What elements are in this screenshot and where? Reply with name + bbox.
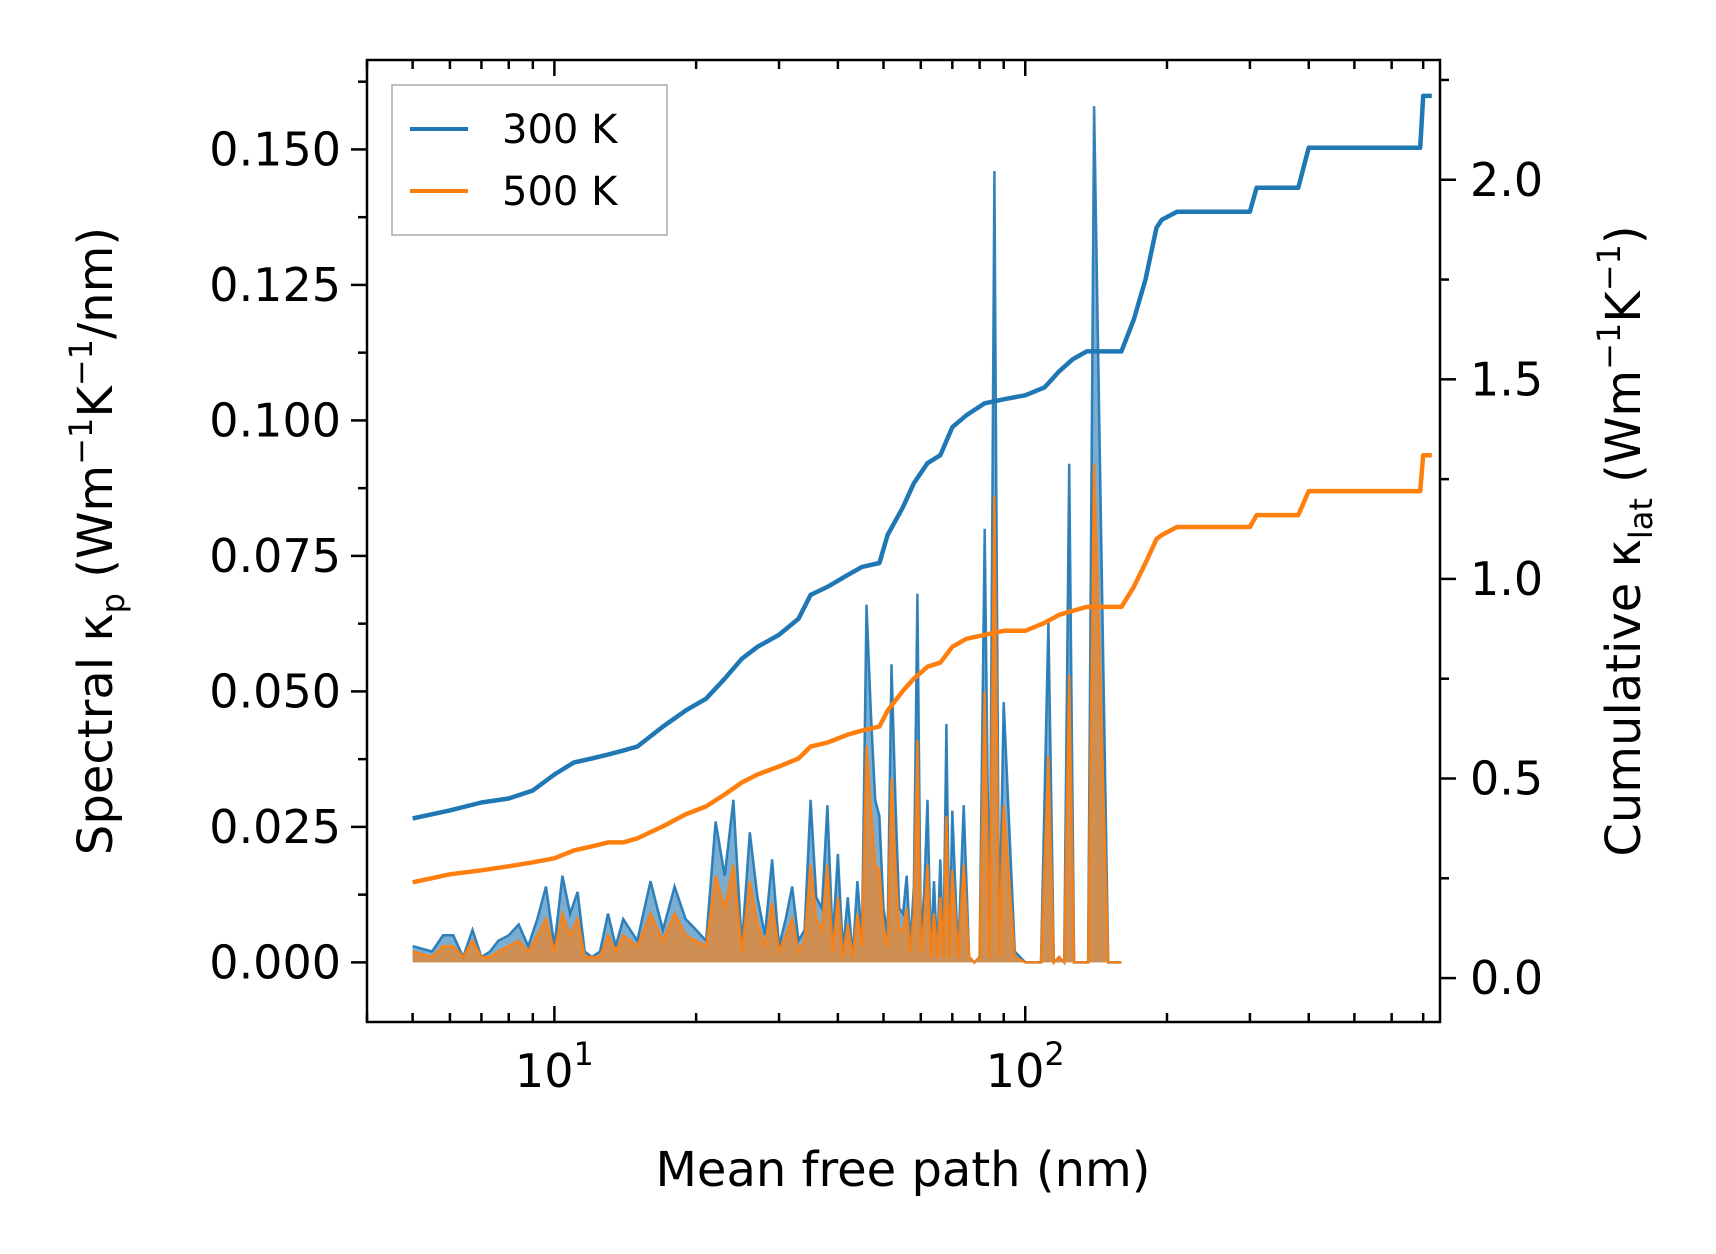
spectral-line-300k (412, 106, 1122, 966)
spectral-line-500k (412, 463, 1122, 966)
spectral-area-500k (412, 463, 1122, 963)
y-right-tick-label-0: 0.0 (1470, 951, 1543, 1005)
legend-label-300k: 300 K (502, 107, 619, 153)
y-left-tick-label-3: 0.075 (209, 529, 341, 583)
cumulative-line-300k (412, 93, 1432, 821)
y-left-tick-label-2: 0.050 (209, 664, 341, 718)
y-right-tick-label-2: 1.0 (1470, 552, 1543, 606)
cumulative-line-500k (412, 452, 1432, 885)
x-tick-label-0: 101 (515, 1035, 594, 1098)
y-axis-title-left: Spectral κp (Wm−1K−1/nm) (62, 227, 132, 855)
line-layer (412, 93, 1432, 885)
y-left-tick-label-4: 0.100 (209, 393, 341, 447)
plot-frame (365, 58, 1442, 1024)
y-right-tick-label-3: 1.5 (1470, 352, 1543, 406)
tick-layer (351, 60, 1456, 1022)
spectral-fill-layer (412, 106, 1122, 966)
x-tick-label-1: 102 (986, 1035, 1065, 1098)
legend: 300 K 500 K (391, 84, 668, 236)
legend-frame (391, 84, 668, 236)
y-right-tick-label-4: 2.0 (1470, 153, 1543, 207)
y-left-tick-label-0: 0.000 (209, 935, 341, 989)
y-left-tick-label-1: 0.025 (209, 800, 341, 854)
legend-label-500k: 500 K (502, 169, 619, 215)
y-axis-title-right: Cumulative κlat (Wm−1K−1) (1590, 225, 1660, 856)
x-axis-title: Mean free path (nm) (656, 1142, 1151, 1198)
y-left-tick-label-5: 0.125 (209, 258, 341, 312)
y-right-tick-label-1: 0.5 (1470, 752, 1543, 806)
y-left-tick-label-6: 0.150 (209, 122, 341, 176)
label-layer: 101 102 0.000 0.025 0.050 0.075 0.100 0.125 0.15… (209, 122, 1543, 1098)
